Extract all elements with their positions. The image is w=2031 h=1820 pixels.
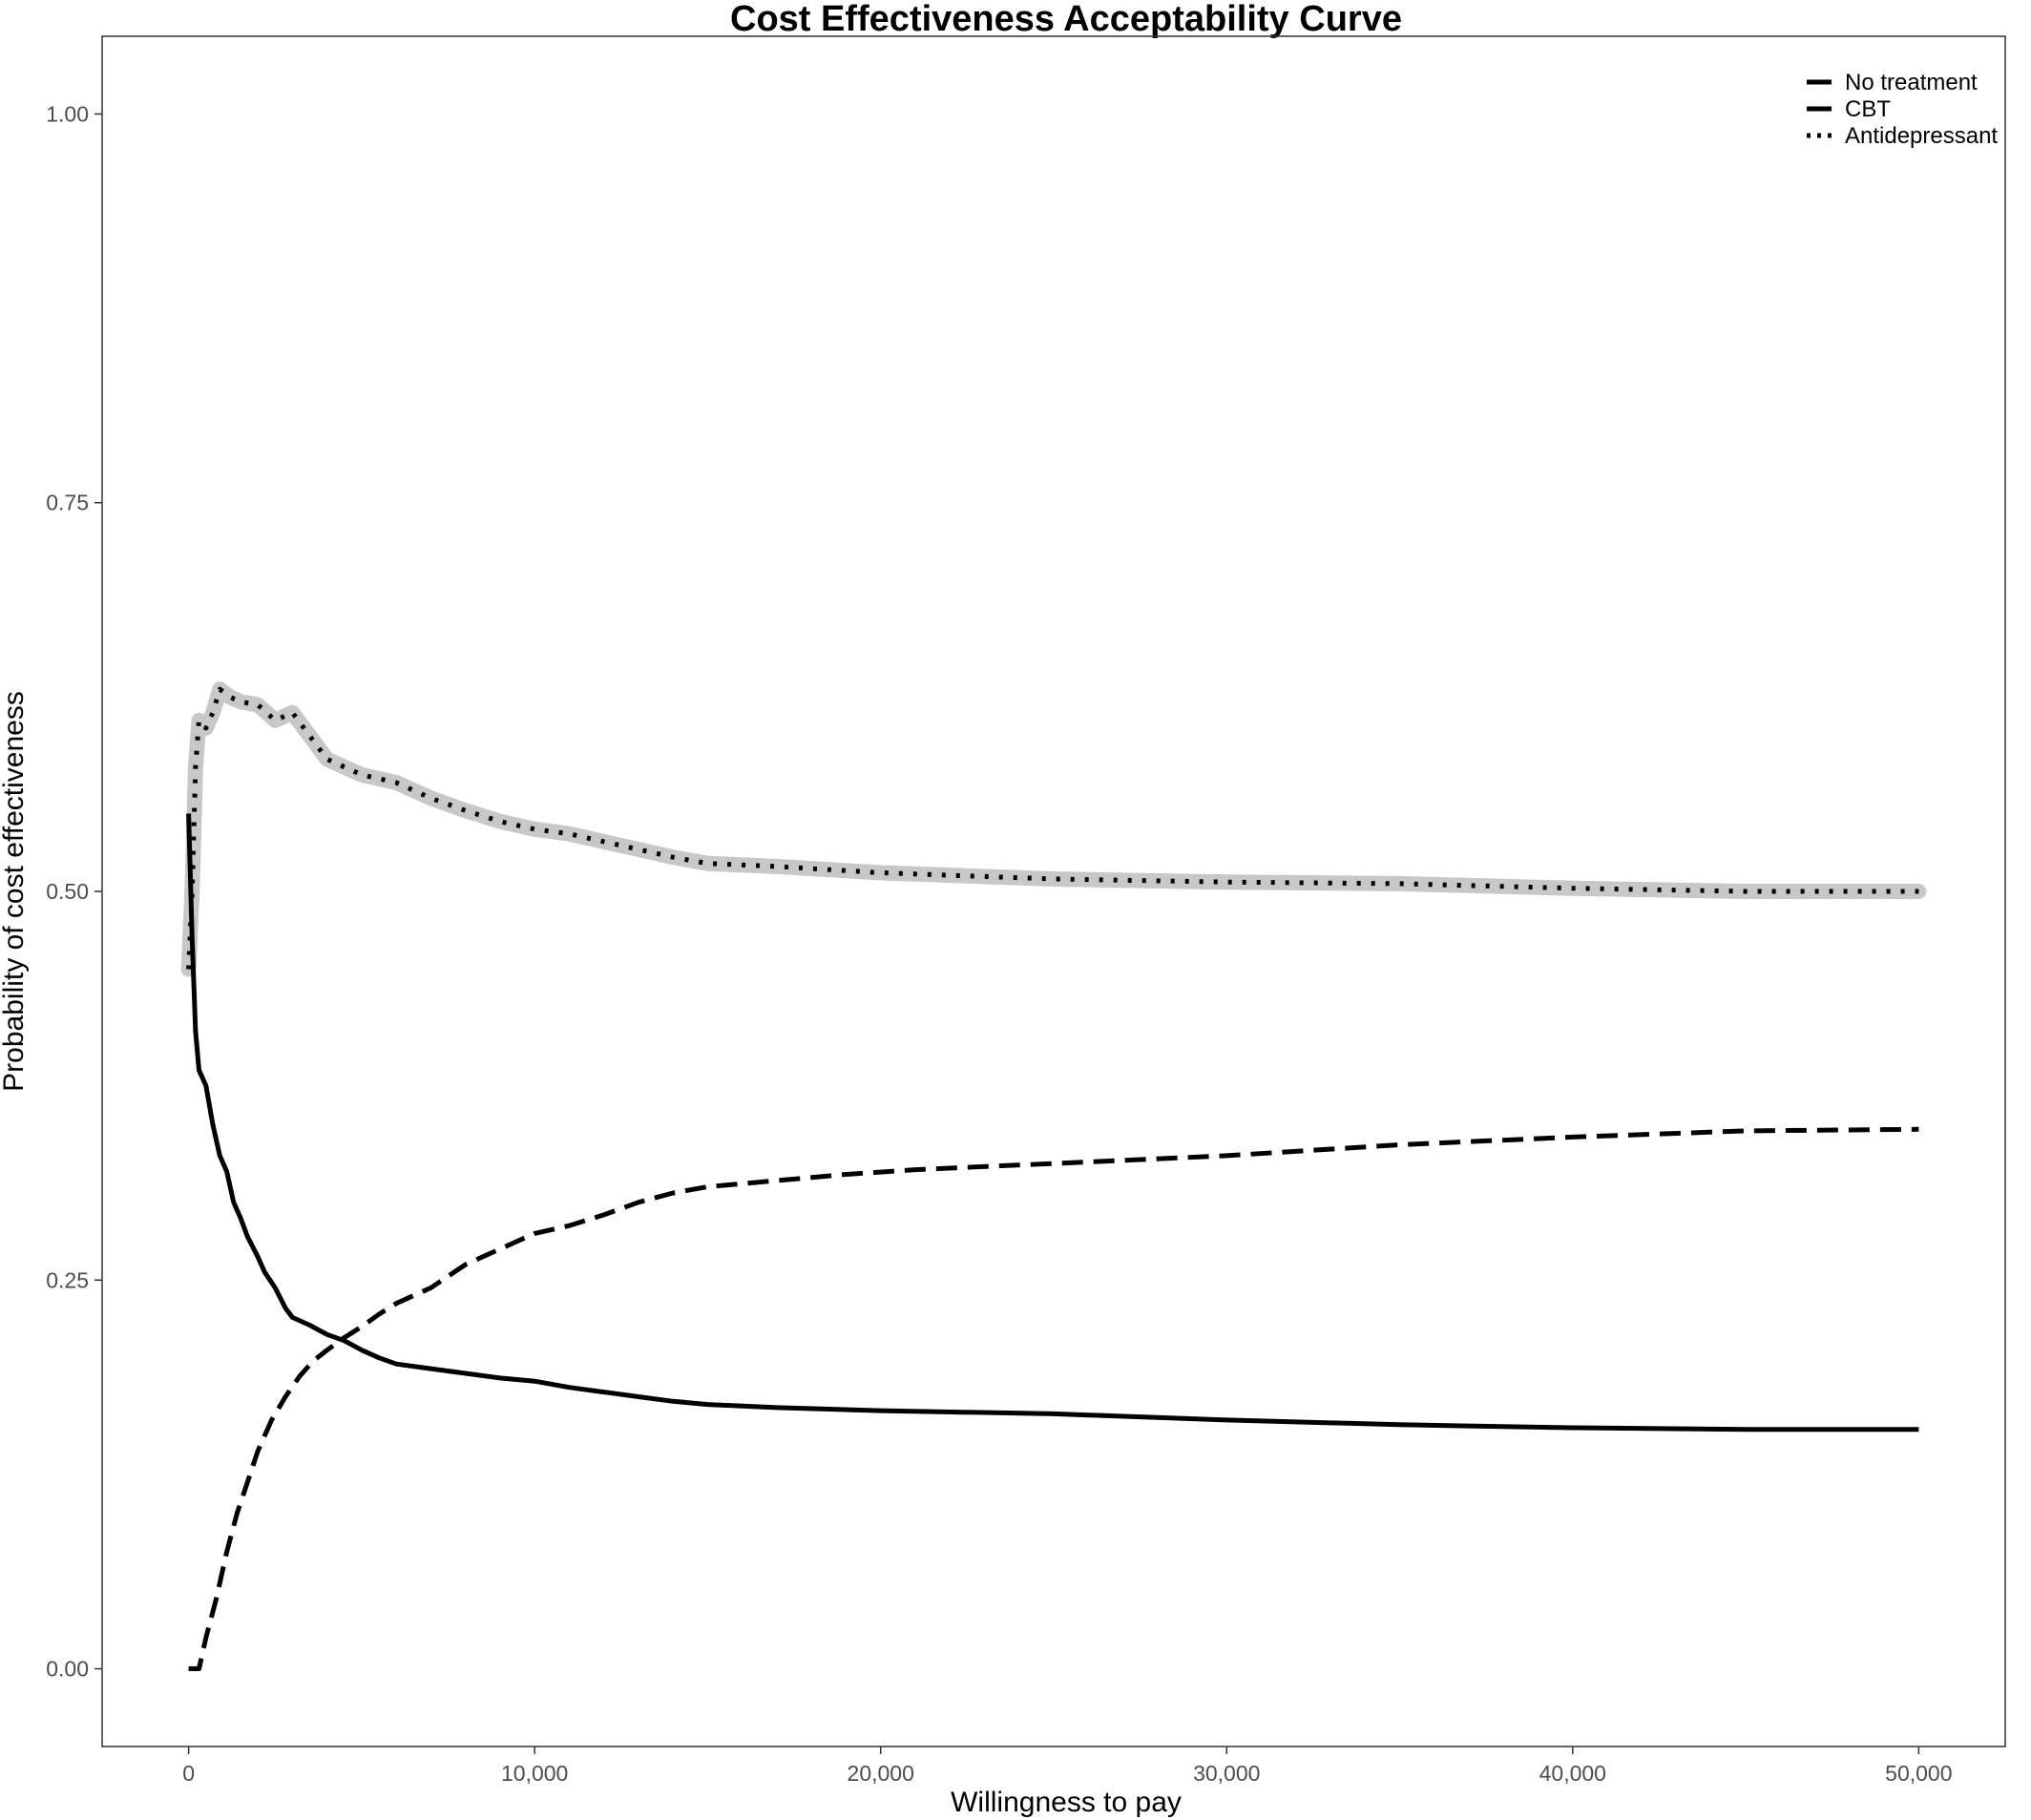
legend-label-cbt: CBT <box>1845 96 1891 122</box>
legend-label-no-treatment: No treatment <box>1845 70 1978 95</box>
x-tick-label: 10,000 <box>501 1761 568 1786</box>
y-tick-label: 0.25 <box>46 1267 89 1292</box>
series-line-no-treatment <box>186 813 1919 1433</box>
x-tick-label: 0 <box>182 1761 195 1786</box>
x-axis-label: Willingness to pay <box>951 1787 1182 1818</box>
x-axis: 0 10,000 20,000 30,000 40,000 50,000 <box>182 1747 1953 1786</box>
series-layer <box>180 681 1927 1671</box>
legend-label-antidepressant: Antidepressant <box>1845 123 1998 149</box>
x-tick-label: 50,000 <box>1885 1761 1952 1786</box>
x-tick-label: 20,000 <box>848 1761 914 1786</box>
y-tick-label: 0.75 <box>46 491 89 515</box>
x-tick-label: 30,000 <box>1193 1761 1260 1786</box>
y-tick-label: 0.00 <box>46 1657 89 1682</box>
series-line-antidepressant <box>186 686 1919 970</box>
y-axis: 0.00 0.25 0.50 0.75 1.00 <box>46 101 102 1682</box>
y-tick-label: 0.50 <box>46 879 89 904</box>
y-axis-label: Probability of cost effectiveness <box>0 691 30 1092</box>
x-tick-label: 40,000 <box>1539 1761 1606 1786</box>
series-line-cbt <box>188 1126 1919 1671</box>
chart-title: Cost Effectiveness Acceptability Curve <box>730 0 1402 39</box>
y-tick-label: 1.00 <box>46 101 89 126</box>
